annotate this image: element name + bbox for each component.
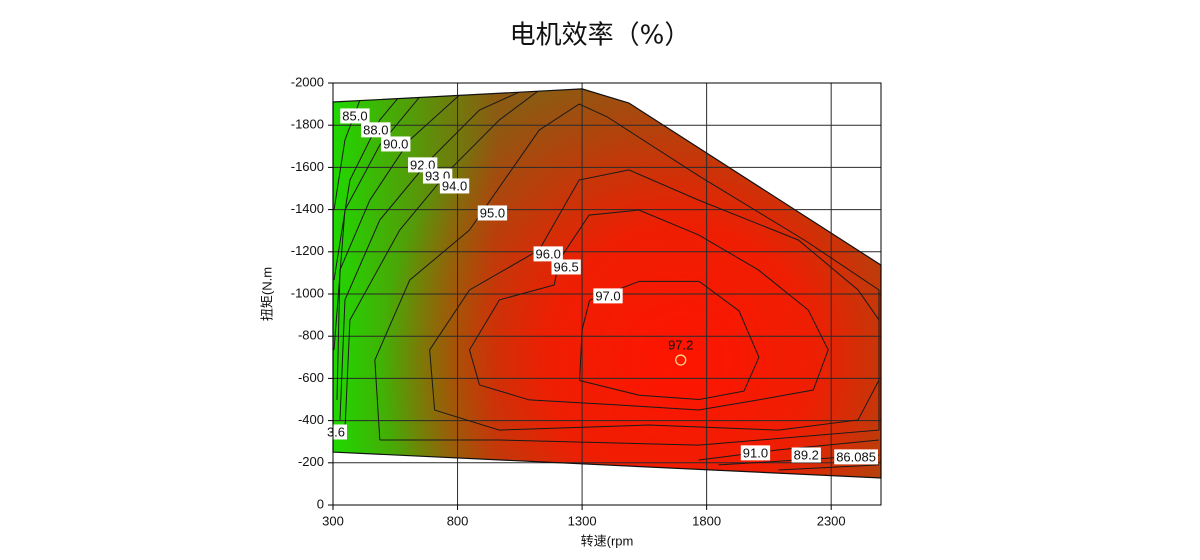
x-axis-label: 转速(rpm — [581, 533, 634, 548]
x-tick-label: 2300 — [817, 513, 846, 528]
chart-title: 电机效率（%） — [510, 21, 691, 51]
contour-label-text: 96.0 — [536, 246, 561, 261]
contour-label-text: 90.0 — [383, 136, 408, 151]
contour-label-text: 94.0 — [442, 178, 467, 193]
contour-label: 85.0 — [340, 108, 370, 124]
plot-frame — [332, 82, 882, 506]
contour-line — [333, 95, 401, 281]
x-tick-label: 300 — [322, 513, 344, 528]
y-tick-label: -2000 — [291, 74, 324, 89]
contour-line — [339, 91, 520, 420]
contour-label: 88.0 — [361, 122, 391, 138]
contour-label-bg — [361, 122, 391, 138]
contour-label: 91.0 — [740, 445, 771, 461]
contour-label: 89.2 — [791, 447, 821, 463]
contour-label: 3.6 — [324, 424, 348, 440]
heatmap-hot — [333, 88, 881, 478]
contour-line — [579, 280, 760, 401]
y-tick-label: -1200 — [291, 243, 324, 258]
x-tick-label: 1300 — [568, 513, 597, 528]
contour-line — [698, 439, 880, 461]
contour-line — [429, 169, 880, 431]
y-tick-label: 0 — [317, 496, 324, 511]
contour-label-bg — [340, 108, 370, 124]
contour-label-bg — [533, 246, 563, 262]
contour-label-text: 86.085 — [836, 449, 876, 464]
contour-label-text: 96.5 — [553, 259, 578, 274]
contours — [333, 89, 880, 471]
peak-label: 97.2 — [668, 337, 693, 352]
contour-label-bg — [381, 136, 411, 152]
y-tick-label: -1800 — [291, 117, 324, 132]
contour-label-text: 97.0 — [595, 288, 620, 303]
contour-label-text: 88.0 — [363, 122, 388, 137]
peak-marker — [675, 354, 687, 366]
contour-line — [344, 89, 540, 431]
contour-label-text: 85.0 — [342, 108, 367, 123]
contour-line — [778, 464, 880, 471]
contour-label: 90.0 — [381, 136, 411, 152]
contour-label-bg — [477, 205, 508, 221]
contour-label: 97.0 — [593, 288, 623, 304]
contour-label-bg — [324, 424, 348, 440]
y-tick-label: -1000 — [291, 285, 324, 300]
y-tick-label: -200 — [298, 454, 324, 469]
contour-label-bg — [439, 178, 470, 194]
contour-line — [468, 209, 829, 411]
contour-label: 86.085 — [834, 449, 878, 465]
y-tick-label: -800 — [298, 328, 324, 343]
contour-label-text: 89.2 — [794, 447, 819, 462]
x-tick-label: 800 — [447, 513, 469, 528]
contour-label-bg — [551, 259, 581, 275]
y-axis-label: 扭矩(N.m — [259, 267, 274, 321]
contour-label: 94.0 — [439, 178, 470, 194]
contour-label-text: 91.0 — [743, 445, 768, 460]
contour-label-text: 3.6 — [327, 424, 345, 439]
y-tick-label: -1600 — [291, 159, 324, 174]
contour-label-bg — [593, 288, 623, 304]
contour-label-bg — [834, 449, 878, 465]
y-tick-label: -400 — [298, 412, 324, 427]
contour-label-bg — [740, 445, 771, 461]
contour-label-bg — [791, 447, 821, 463]
contour-label: 96.0 — [533, 246, 563, 262]
contour-line — [374, 103, 880, 446]
contour-line — [336, 94, 460, 400]
contour-line — [333, 96, 421, 350]
x-tick-label: 1800 — [692, 513, 721, 528]
contour-label: 95.0 — [477, 205, 508, 221]
contour-label-text: 95.0 — [480, 205, 505, 220]
y-tick-label: -1400 — [291, 201, 324, 216]
y-tick-label: -600 — [298, 370, 324, 385]
contour-label: 96.5 — [551, 259, 581, 275]
